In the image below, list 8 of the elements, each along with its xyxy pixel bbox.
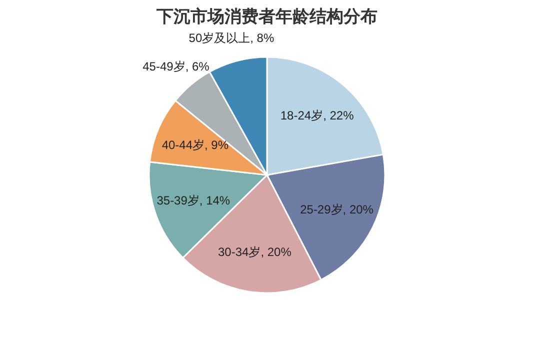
slice-label: 35-39岁, 14% xyxy=(156,193,230,208)
slice-label: 30-34岁, 20% xyxy=(218,244,292,259)
slice-label: 45-49岁, 6% xyxy=(142,60,210,74)
chart-title: 下沉市场消费者年龄结构分布 xyxy=(156,7,378,26)
slice-label: 40-44岁, 9% xyxy=(162,138,229,152)
slice-label: 50岁及以上, 8% xyxy=(188,30,274,45)
slice-label: 18-24岁, 22% xyxy=(280,108,354,122)
slice-label: 25-29岁, 20% xyxy=(300,202,374,217)
